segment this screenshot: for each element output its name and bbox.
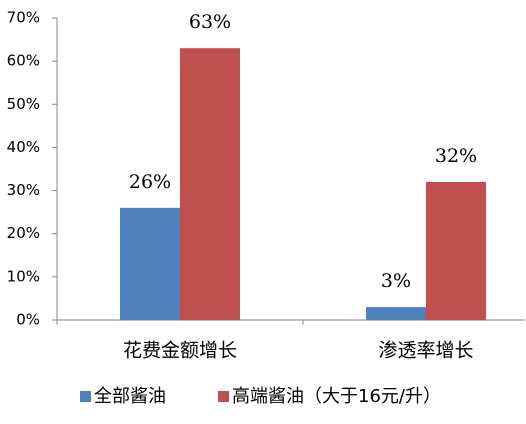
data-label: 26%: [129, 171, 171, 193]
y-tick-label: 60%: [7, 52, 40, 70]
bar: [180, 48, 240, 320]
y-tick-label: 30%: [7, 181, 40, 199]
y-tick-label: 40%: [7, 138, 40, 156]
y-tick-label: 0%: [16, 311, 40, 329]
data-label: 63%: [189, 11, 231, 33]
data-label: 32%: [435, 145, 477, 167]
legend-swatch: [80, 391, 91, 402]
x-tick-label: 渗透率增长: [378, 340, 473, 362]
legend-label: 全部酱油: [94, 386, 166, 407]
y-tick-label: 10%: [7, 267, 40, 285]
legend-swatch: [218, 391, 229, 402]
bar: [426, 181, 486, 320]
y-tick-label: 50%: [7, 95, 40, 113]
y-tick-label: 20%: [7, 224, 40, 242]
x-tick-label: 花费金额增长: [123, 340, 237, 362]
data-label: 3%: [381, 270, 411, 292]
legend-label: 高端酱油（大于16元/升）: [232, 386, 441, 407]
bar: [366, 307, 426, 320]
y-tick-label: 70%: [7, 9, 40, 27]
bar: [120, 207, 180, 320]
